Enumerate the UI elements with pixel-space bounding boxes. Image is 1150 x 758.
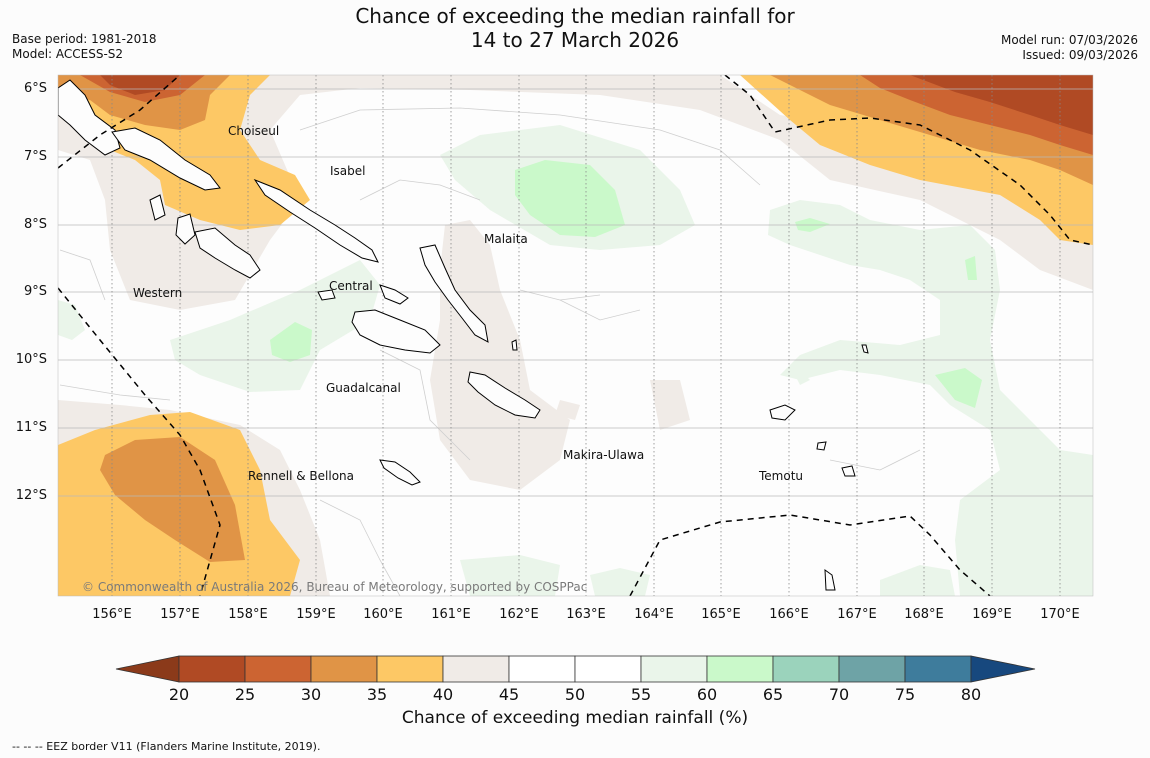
lon-label: 170°E [1040,607,1080,622]
lon-label: 163°E [566,607,606,622]
colorbar-segment [772,655,840,683]
region-label-isabel: Isabel [330,164,366,178]
colorbar-tick-label: 20 [168,685,190,704]
region-label-rennell-bellona: Rennell & Bellona [248,469,355,483]
colorbar-tick-label: 75 [894,685,916,704]
model-run: Model run: 07/03/2026 [1000,33,1138,47]
contour-60-65 [270,160,982,408]
colorbar-segment [574,655,642,683]
colorbar-segment [310,655,378,683]
colorbar [115,655,1036,683]
colorbar-tick-label: 65 [762,685,784,704]
colorbar-tick-label: 35 [366,685,388,704]
lat-label: 9°S [23,284,47,299]
colorbar-segment [838,655,906,683]
lon-label: 157°E [160,607,200,622]
base-period: Base period: 1981-2018 [12,32,157,46]
island-outlines [58,79,869,591]
region-label-malaita: Malaita [484,232,528,246]
contour-lines [59,107,921,596]
lat-label: 12°S [15,488,47,503]
region-label-western: Western [133,286,183,300]
colorbar-segment [706,655,774,683]
colorbar-arrow-high [970,655,1036,683]
colorbar-segment [640,655,708,683]
colorbar-segment [442,655,510,683]
colorbar-segment [904,655,972,683]
lon-label: 156°E [92,607,132,622]
lon-label: 161°E [431,607,471,622]
colorbar-tick-label: 40 [432,685,454,704]
lat-label: 8°S [23,217,47,232]
lon-label: 165°E [701,607,741,622]
eez-footnote: -- -- -- EEZ border V11 (Flanders Marine… [12,740,321,753]
colorbar-segment [508,655,576,683]
map-title-line1: Chance of exceeding the median rainfall … [355,4,795,28]
lat-label: 10°S [15,352,47,367]
lon-label: 160°E [363,607,403,622]
lat-label: 6°S [23,81,47,96]
lon-label: 164°E [634,607,674,622]
region-label-central: Central [329,279,373,293]
colorbar-tick-label: 30 [300,685,322,704]
issued-date: Issued: 09/03/2026 [1022,48,1138,62]
colorbar-segment [178,655,246,683]
colorbar-tick-label: 55 [630,685,652,704]
lon-label: 158°E [228,607,268,622]
colorbar-tick-label: 60 [696,685,718,704]
region-label-temotu: Temotu [759,469,804,483]
map-title-line2: 14 to 27 March 2026 [470,28,680,52]
colorbar-segment [376,655,444,683]
lon-label: 162°E [499,607,539,622]
region-label-makira-ulawa: Makira-Ulawa [563,448,645,462]
latitude-gridlines [58,88,1093,497]
lon-label: 166°E [769,607,809,622]
colorbar-tick-label: 25 [234,685,256,704]
colorbar-tick-label: 70 [828,685,850,704]
colorbar-tick-label: 45 [498,685,520,704]
lat-label: 11°S [15,420,47,435]
model-name: Model: ACCESS-S2 [12,47,124,61]
colorbar-tick-label: 80 [960,685,982,704]
lon-label: 168°E [904,607,944,622]
region-label-guadalcanal: Guadalcanal [326,381,401,395]
contour-20-25 [100,75,1093,135]
region-label-choiseul: Choiseul [228,124,280,138]
lon-label: 169°E [972,607,1012,622]
colorbar-segment [244,655,312,683]
colorbar-arrow-low [115,655,180,683]
eez-border [58,75,1093,596]
colorbar-tick-label: 50 [564,685,586,704]
lon-label: 159°E [296,607,336,622]
colorbar-title: Chance of exceeding median rainfall (%) [401,708,749,728]
lat-label: 7°S [23,149,47,164]
copyright-notice: © Commonwealth of Australia 2026, Bureau… [82,580,588,594]
lon-label: 167°E [837,607,877,622]
